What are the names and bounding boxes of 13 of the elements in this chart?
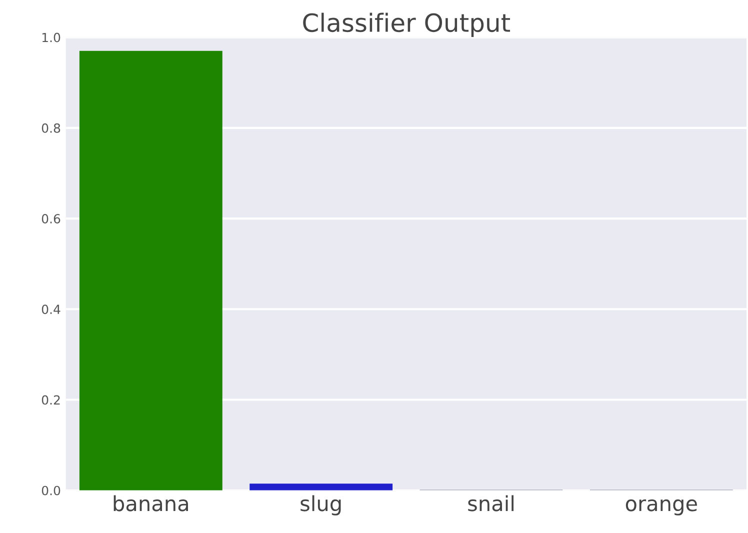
y-tick-label: 0.8 bbox=[42, 123, 60, 133]
y-tick-label: 0.0 bbox=[42, 486, 60, 496]
y-tick-label: 1.0 bbox=[42, 32, 60, 42]
chart-title: Classifier Output bbox=[303, 12, 510, 37]
y-tick-label: 0.4 bbox=[42, 304, 60, 314]
bar bbox=[250, 484, 393, 490]
x-tick-label: orange bbox=[626, 499, 697, 516]
bar bbox=[79, 50, 222, 490]
x-tick-label: slug bbox=[300, 495, 341, 516]
x-tick-label: snail bbox=[468, 495, 514, 512]
y-tick-label: 0.2 bbox=[42, 395, 60, 405]
y-tick-label: 0.6 bbox=[42, 214, 60, 224]
x-tick-label: banana bbox=[114, 495, 188, 512]
